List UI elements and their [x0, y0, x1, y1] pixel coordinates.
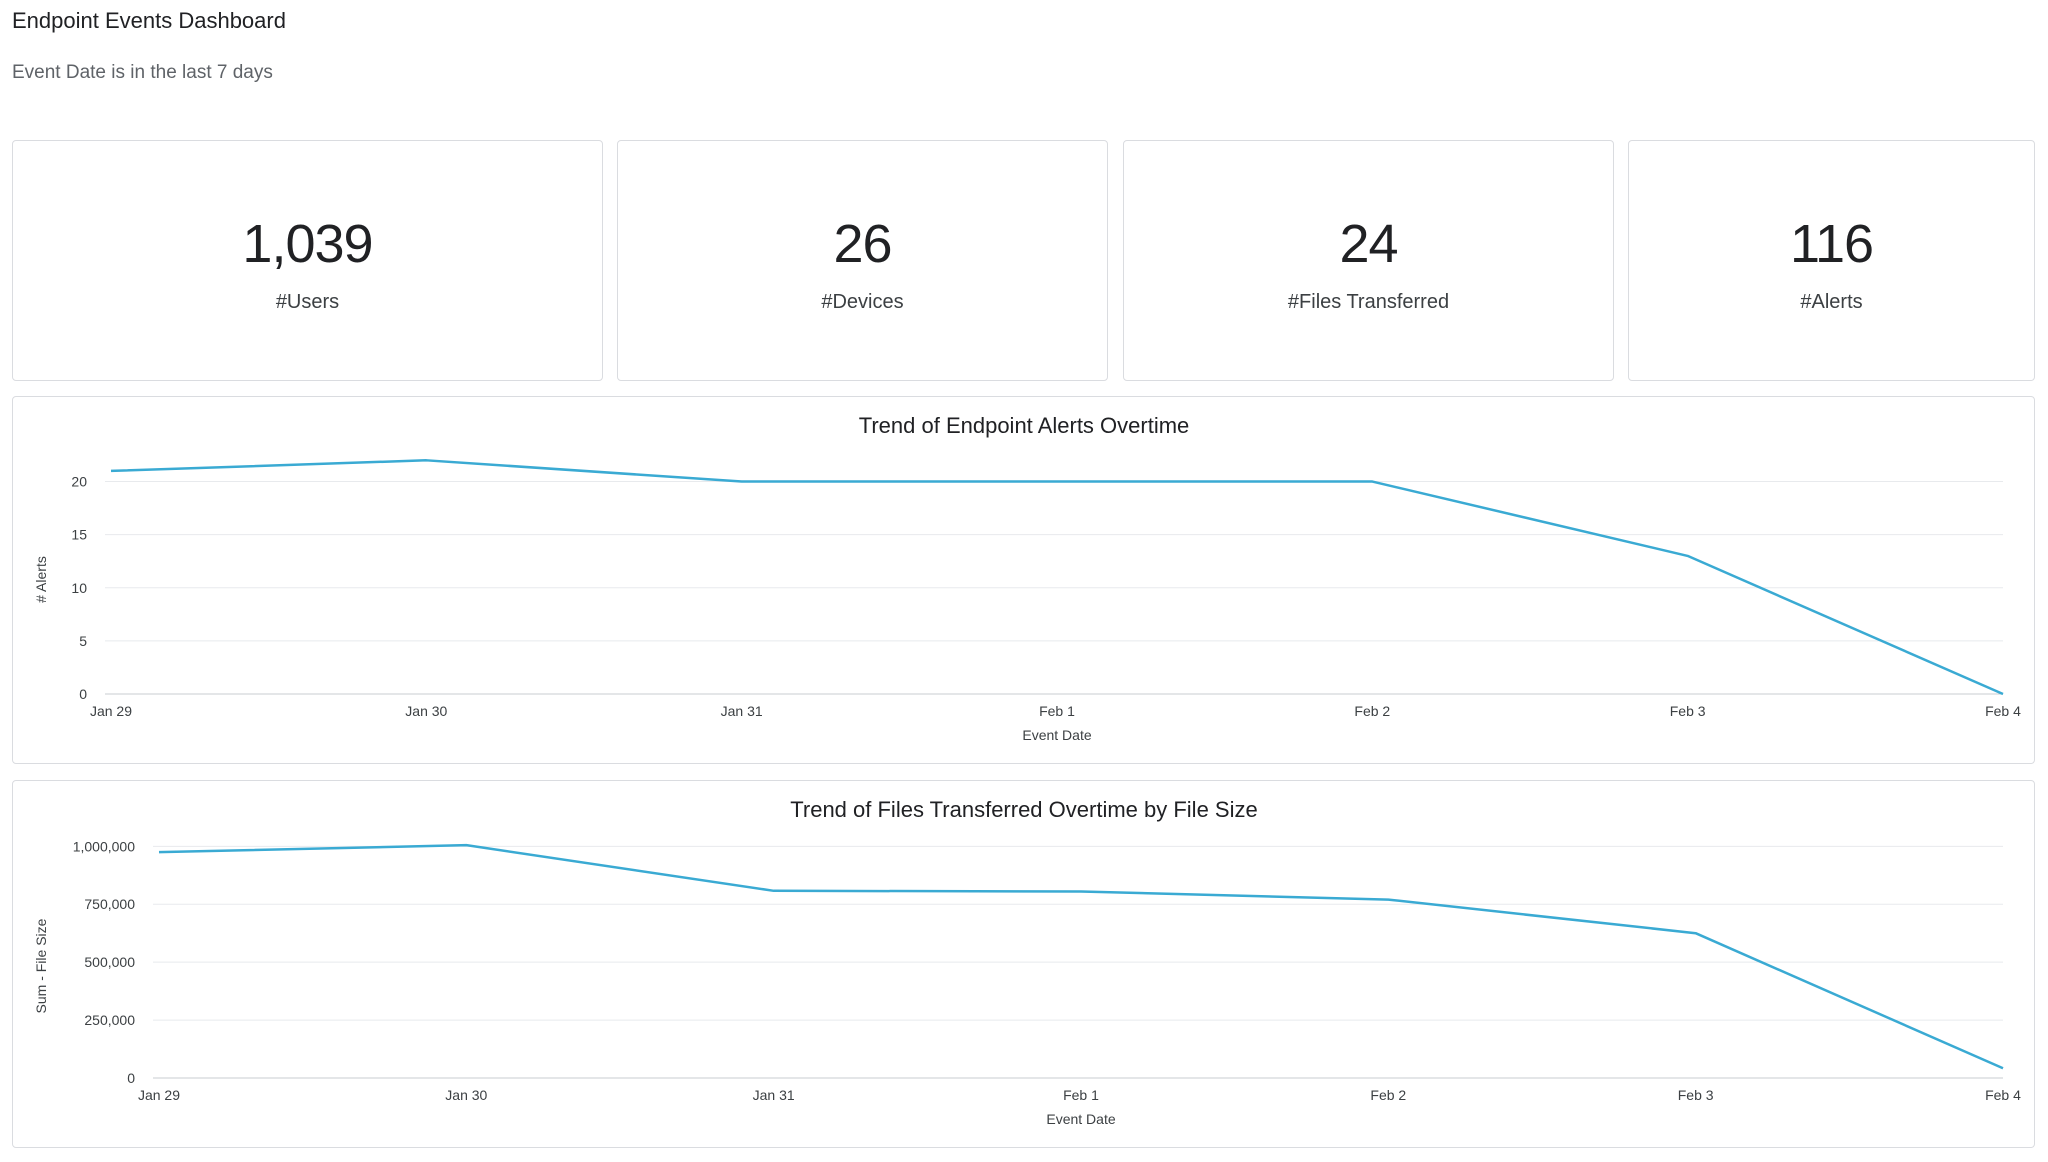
- series-line: [110, 459, 2004, 696]
- y-axis-label: Sum - File Size: [33, 918, 49, 1013]
- alerts-trend-panel[interactable]: Trend of Endpoint Alerts Overtime 0 5 10 15 2…: [12, 396, 2035, 764]
- kpi-card-alerts[interactable]: 116 #Alerts: [1628, 140, 2035, 381]
- kpi-label: #Alerts: [1800, 291, 1863, 313]
- kpi-label: #Devices: [821, 291, 904, 313]
- data-point: [771, 888, 777, 894]
- data-point: [423, 457, 429, 463]
- date-filter-label[interactable]: Event Date is in the last 7 days: [12, 62, 273, 83]
- data-point: [1693, 930, 1699, 936]
- x-tick-label: Jan 30: [405, 703, 447, 719]
- x-tick-label: Feb 1: [1039, 703, 1075, 719]
- x-tick-label: Feb 1: [1063, 1087, 1099, 1103]
- x-tick-label: Jan 31: [753, 1087, 795, 1103]
- y-tick-label: 20: [71, 474, 87, 490]
- files-trend-panel[interactable]: Trend of Files Transferred Overtime by F…: [12, 780, 2035, 1148]
- x-tick-label: Feb 2: [1370, 1087, 1406, 1103]
- data-point: [1369, 479, 1375, 485]
- data-point: [1685, 553, 1691, 559]
- y-tick-label: 0: [127, 1070, 135, 1086]
- chart-title: Trend of Endpoint Alerts Overtime: [859, 413, 1190, 438]
- x-tick-label: Jan 31: [721, 703, 763, 719]
- x-tick-label: Jan 30: [445, 1087, 487, 1103]
- kpi-label: #Users: [275, 291, 340, 313]
- y-tick-label: 1,000,000: [73, 838, 135, 854]
- data-point: [2000, 1065, 2006, 1071]
- y-tick-label: 500,000: [84, 954, 135, 970]
- x-tick-label: Feb 4: [1985, 1087, 2021, 1103]
- y-tick-label: 750,000: [84, 896, 135, 912]
- kpi-value: 1,039: [242, 214, 373, 274]
- y-tick-label: 250,000: [84, 1012, 135, 1028]
- y-axis-label: # Alerts: [33, 556, 49, 603]
- kpi-value: 24: [1339, 214, 1398, 274]
- kpi-card-devices[interactable]: 26 #Devices: [617, 140, 1108, 381]
- chart-title: Trend of Files Transferred Overtime by F…: [790, 797, 1257, 822]
- y-tick-label: 10: [71, 580, 87, 596]
- data-point: [1078, 888, 1084, 894]
- data-point: [1385, 897, 1391, 903]
- data-point: [1054, 479, 1060, 485]
- x-tick-label: Jan 29: [138, 1087, 180, 1103]
- files-trend-chart[interactable]: Trend of Files Transferred Overtime by F…: [13, 781, 2036, 1149]
- kpi-card-users[interactable]: 1,039 #Users: [12, 140, 603, 381]
- series-line: [158, 843, 2004, 1070]
- alerts-trend-chart[interactable]: Trend of Endpoint Alerts Overtime 0 5 10 15 2…: [13, 397, 2036, 765]
- data-point: [2000, 691, 2006, 697]
- kpi-card-files-transferred[interactable]: 24 #Files Transferred: [1123, 140, 1614, 381]
- data-point: [156, 849, 162, 855]
- x-tick-label: Feb 3: [1678, 1087, 1714, 1103]
- kpi-value: 26: [833, 214, 892, 274]
- x-axis-label: Event Date: [1046, 1111, 1115, 1127]
- x-axis-label: Event Date: [1022, 727, 1091, 743]
- y-tick-label: 0: [79, 686, 87, 702]
- x-tick-label: Feb 2: [1354, 703, 1390, 719]
- x-tick-label: Feb 3: [1670, 703, 1706, 719]
- kpi-value: 116: [1789, 214, 1874, 274]
- x-tick-label: Jan 29: [90, 703, 132, 719]
- y-tick-label: 15: [71, 527, 87, 543]
- kpi-label: #Files Transferred: [1287, 291, 1450, 313]
- y-tick-label: 5: [79, 633, 87, 649]
- page-title: Endpoint Events Dashboard: [12, 8, 286, 33]
- data-point: [739, 479, 745, 485]
- x-tick-label: Feb 4: [1985, 703, 2021, 719]
- data-point: [108, 468, 114, 474]
- data-point: [463, 842, 469, 848]
